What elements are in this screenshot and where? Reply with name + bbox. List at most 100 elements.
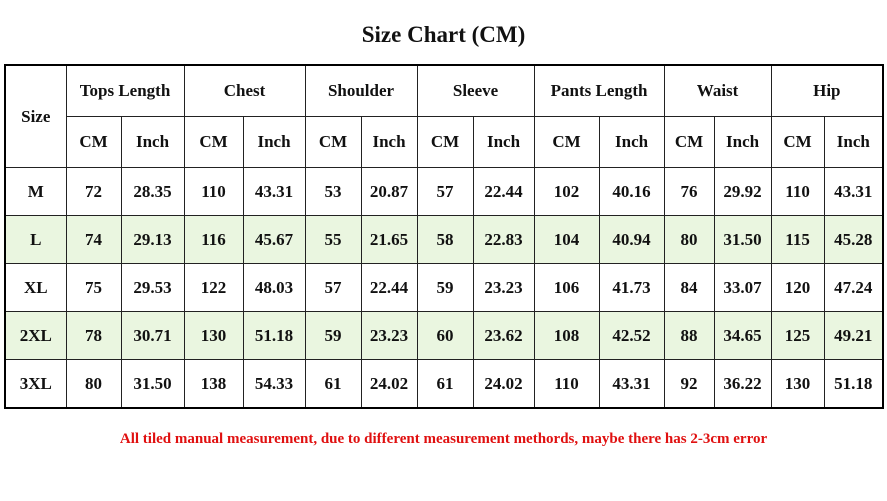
unit-header: CM <box>663 116 715 168</box>
value-cell: 53 <box>304 167 362 216</box>
value-cell: 61 <box>304 359 362 409</box>
value-cell: 40.16 <box>598 167 665 216</box>
value-cell: 116 <box>183 215 244 264</box>
size-cell: M <box>4 167 67 216</box>
value-cell: 29.92 <box>713 167 772 216</box>
value-cell: 24.02 <box>360 359 418 409</box>
unit-header: CM <box>770 116 825 168</box>
unit-header: Inch <box>713 116 772 168</box>
value-cell: 43.31 <box>242 167 306 216</box>
value-cell: 48.03 <box>242 263 306 312</box>
group-header: Waist <box>663 64 772 117</box>
value-cell: 43.31 <box>598 359 665 409</box>
value-cell: 47.24 <box>823 263 884 312</box>
value-cell: 59 <box>416 263 474 312</box>
value-cell: 29.13 <box>120 215 185 264</box>
value-cell: 74 <box>65 215 122 264</box>
value-cell: 115 <box>770 215 825 264</box>
value-cell: 43.31 <box>823 167 884 216</box>
value-cell: 58 <box>416 215 474 264</box>
value-cell: 23.62 <box>472 311 535 360</box>
header-row: Size Tops Length Chest Shoulder Sleeve Pants … <box>4 64 884 168</box>
value-cell: 30.71 <box>120 311 185 360</box>
value-cell: 36.22 <box>713 359 772 409</box>
group-header: Chest <box>183 64 306 117</box>
value-cell: 40.94 <box>598 215 665 264</box>
value-cell: 22.44 <box>472 167 535 216</box>
value-cell: 122 <box>183 263 244 312</box>
value-cell: 57 <box>304 263 362 312</box>
value-cell: 51.18 <box>242 311 306 360</box>
value-cell: 60 <box>416 311 474 360</box>
unit-header: CM <box>304 116 362 168</box>
group-header: Hip <box>770 64 884 117</box>
size-cell: 3XL <box>4 359 67 409</box>
size-cell: 2XL <box>4 311 67 360</box>
unit-row: CM Inch CM Inch CM Inch CM Inch CM Inch CM Inch CM In… <box>5 116 884 168</box>
value-cell: 45.67 <box>242 215 306 264</box>
unit-header: Inch <box>472 116 535 168</box>
value-cell: 72 <box>65 167 122 216</box>
value-cell: 88 <box>663 311 715 360</box>
unit-header: CM <box>183 116 244 168</box>
group-header: Tops Length <box>65 64 185 117</box>
group-header: Pants Length <box>533 64 665 117</box>
title: Size Chart (CM) <box>361 22 526 47</box>
value-cell: 20.87 <box>360 167 418 216</box>
value-cell: 80 <box>663 215 715 264</box>
size-header: Size <box>4 64 67 168</box>
value-cell: 21.65 <box>360 215 418 264</box>
value-cell: 22.44 <box>360 263 418 312</box>
size-cell: L <box>4 215 67 264</box>
value-cell: 59 <box>304 311 362 360</box>
value-cell: 51.18 <box>823 359 884 409</box>
value-cell: 31.50 <box>120 359 185 409</box>
size-cell: XL <box>4 263 67 312</box>
data-row: L 74 29.13 116 45.67 55 21.65 58 22.83 104 40.94 80… <box>4 215 884 264</box>
value-cell: 125 <box>770 311 825 360</box>
unit-header: Inch <box>598 116 665 168</box>
unit-header: Inch <box>120 116 185 168</box>
value-cell: 76 <box>663 167 715 216</box>
value-cell: 110 <box>770 167 825 216</box>
value-cell: 108 <box>533 311 600 360</box>
data-row: 2XL 78 30.71 130 51.18 59 23.23 60 23.62 108 42.52… <box>4 311 884 360</box>
value-cell: 120 <box>770 263 825 312</box>
value-cell: 55 <box>304 215 362 264</box>
data-row: 3XL 80 31.50 138 54.33 61 24.02 61 24.02 110 43.31… <box>4 359 884 409</box>
unit-header: CM <box>416 116 474 168</box>
value-cell: 45.28 <box>823 215 884 264</box>
value-cell: 92 <box>663 359 715 409</box>
value-cell: 24.02 <box>472 359 535 409</box>
value-cell: 78 <box>65 311 122 360</box>
value-cell: 80 <box>65 359 122 409</box>
value-cell: 41.73 <box>598 263 665 312</box>
value-cell: 110 <box>183 167 244 216</box>
value-cell: 23.23 <box>360 311 418 360</box>
value-cell: 42.52 <box>598 311 665 360</box>
value-cell: 29.53 <box>120 263 185 312</box>
group-header: Sleeve <box>416 64 535 117</box>
value-cell: 110 <box>533 359 600 409</box>
data-row: M 72 28.35 110 43.31 53 20.87 57 22.44 102 40.16 76… <box>4 167 884 216</box>
value-cell: 57 <box>416 167 474 216</box>
value-cell: 49.21 <box>823 311 884 360</box>
note: All tiled manual measurement, due to dif… <box>119 431 768 447</box>
value-cell: 138 <box>183 359 244 409</box>
value-cell: 28.35 <box>120 167 185 216</box>
unit-header: CM <box>65 116 122 168</box>
value-cell: 31.50 <box>713 215 772 264</box>
value-cell: 104 <box>533 215 600 264</box>
unit-header: CM <box>533 116 600 168</box>
value-cell: 33.07 <box>713 263 772 312</box>
value-cell: 102 <box>533 167 600 216</box>
value-cell: 23.23 <box>472 263 535 312</box>
value-cell: 54.33 <box>242 359 306 409</box>
unit-header: Inch <box>360 116 418 168</box>
value-cell: 75 <box>65 263 122 312</box>
size-table: Size Tops Length Chest Shoulder Sleeve Pants … <box>4 64 885 409</box>
value-cell: 34.65 <box>713 311 772 360</box>
unit-header: Inch <box>242 116 306 168</box>
unit-header: Inch <box>823 116 884 168</box>
